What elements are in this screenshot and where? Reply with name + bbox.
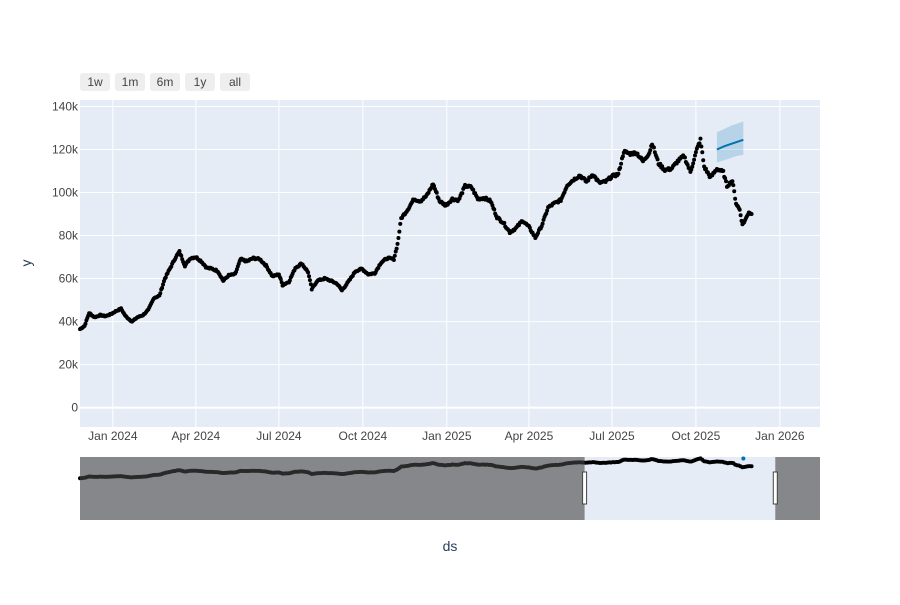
rangeslider-mask-right (775, 457, 820, 520)
observed-point (471, 187, 476, 192)
y-tick-label: 0 (71, 401, 78, 415)
observed-point (737, 207, 742, 212)
observed-point (616, 171, 621, 176)
observed-point (540, 221, 545, 226)
observed-point (693, 150, 698, 155)
observed-point (179, 253, 184, 258)
range-button-all[interactable]: all (220, 73, 250, 91)
rangeslider-mask-left (80, 457, 585, 520)
observed-point (395, 241, 400, 246)
observed-point (394, 246, 399, 251)
range-button-6m[interactable]: 6m (150, 73, 180, 91)
observed-point (460, 191, 465, 196)
observed-point (651, 145, 656, 150)
observed-point (724, 179, 729, 184)
forecast-line-layer (716, 138, 744, 151)
observed-point (701, 158, 706, 163)
observed-point (618, 165, 623, 170)
axis-layer: 0 20k 40k 60k 80k 100k 120k 140k Jan 2024 Apr 202… (52, 99, 805, 443)
y-tick-label: 80k (59, 229, 79, 243)
y-tick-label: 40k (59, 315, 79, 329)
observed-point (307, 274, 312, 279)
rangeslider-handle-left[interactable] (582, 471, 588, 505)
y-tick-label: 140k (52, 99, 79, 113)
range-button-1w[interactable]: 1w (80, 73, 110, 91)
observed-point (502, 220, 507, 225)
rangeslider-point (749, 464, 754, 469)
rangeslider[interactable] (78, 456, 820, 520)
observed-point (690, 164, 695, 169)
x-tick-label: Apr 2024 (172, 429, 221, 443)
observed-point (648, 148, 653, 153)
observed-point (692, 157, 697, 162)
observed-points-layer (78, 136, 754, 332)
observed-point (545, 208, 550, 213)
x-tick-label: Oct 2025 (672, 429, 721, 443)
observed-point (619, 161, 624, 166)
observed-point (392, 253, 397, 258)
observed-point (731, 183, 736, 188)
observed-point (434, 190, 439, 195)
observed-point (721, 168, 726, 173)
observed-point (655, 157, 660, 162)
observed-point (732, 189, 737, 194)
rangeslider-handle-right[interactable] (772, 471, 778, 505)
observed-point (396, 235, 401, 240)
observed-point (397, 229, 402, 234)
observed-point (391, 258, 396, 263)
observed-point (558, 199, 563, 203)
observed-point (177, 248, 182, 253)
observed-point (691, 161, 696, 166)
observed-point (749, 212, 754, 217)
observed-point (161, 282, 166, 287)
observed-point (163, 275, 168, 280)
range-button-1y[interactable]: 1y (185, 73, 215, 91)
observed-point (733, 196, 738, 201)
observed-point (586, 178, 591, 183)
x-tick-label: Jan 2024 (88, 429, 138, 443)
x-tick-label: Jul 2024 (256, 429, 302, 443)
observed-point (307, 278, 312, 283)
observed-point (697, 141, 702, 146)
observed-point (398, 221, 403, 226)
observed-point (158, 291, 163, 296)
y-axis-title: y (18, 260, 34, 267)
x-tick-label: Jan 2025 (422, 429, 472, 443)
observed-point (492, 207, 497, 212)
observed-point (692, 153, 697, 158)
x-tick-label: Oct 2024 (339, 429, 388, 443)
forecast-uncertainty-band (716, 121, 744, 163)
observed-point (699, 144, 704, 149)
observed-point (287, 278, 292, 283)
observed-point (306, 270, 311, 275)
forecast-band-layer (716, 121, 744, 163)
observed-point (278, 277, 283, 281)
observed-point (703, 166, 708, 171)
range-button-1m[interactable]: 1m (115, 73, 145, 91)
observed-point (700, 150, 705, 155)
observed-point (723, 176, 728, 181)
observed-point (682, 155, 687, 160)
x-tick-label: Jan 2026 (755, 429, 805, 443)
observed-point (738, 213, 743, 218)
y-tick-label: 100k (52, 186, 79, 200)
y-tick-label: 20k (59, 358, 79, 372)
grid-layer (80, 100, 820, 427)
x-tick-label: Jul 2025 (589, 429, 635, 443)
y-tick-label: 120k (52, 142, 79, 156)
observed-point (698, 136, 703, 141)
forecast-line (716, 138, 744, 151)
observed-point (83, 321, 88, 326)
x-tick-label: Apr 2025 (505, 429, 554, 443)
observed-point (685, 162, 690, 167)
x-axis-title: ds (443, 538, 458, 554)
observed-point (620, 154, 625, 159)
rangeslider-forecast-point (741, 456, 746, 461)
observed-point (160, 285, 165, 290)
observed-point (660, 164, 665, 169)
observed-point (730, 179, 735, 184)
y-tick-label: 60k (59, 272, 79, 286)
